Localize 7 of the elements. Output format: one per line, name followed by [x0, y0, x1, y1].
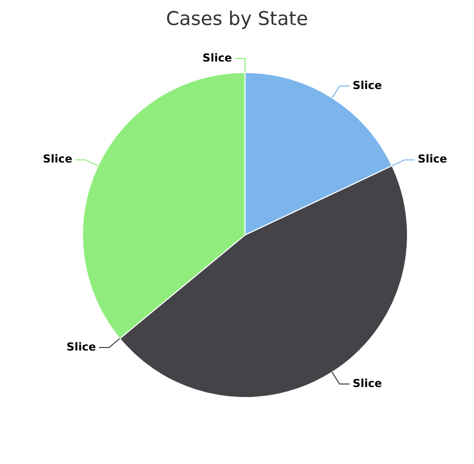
legend-label: Slice: [66, 340, 96, 354]
slice-label: Slice: [352, 78, 382, 92]
legend-label: Slice: [202, 51, 232, 64]
slice-label: Slice: [42, 152, 72, 166]
slice-label: Slice: [352, 376, 382, 390]
category-label: Slice: [418, 152, 448, 166]
chart-title: Cases by State: [164, 8, 310, 30]
